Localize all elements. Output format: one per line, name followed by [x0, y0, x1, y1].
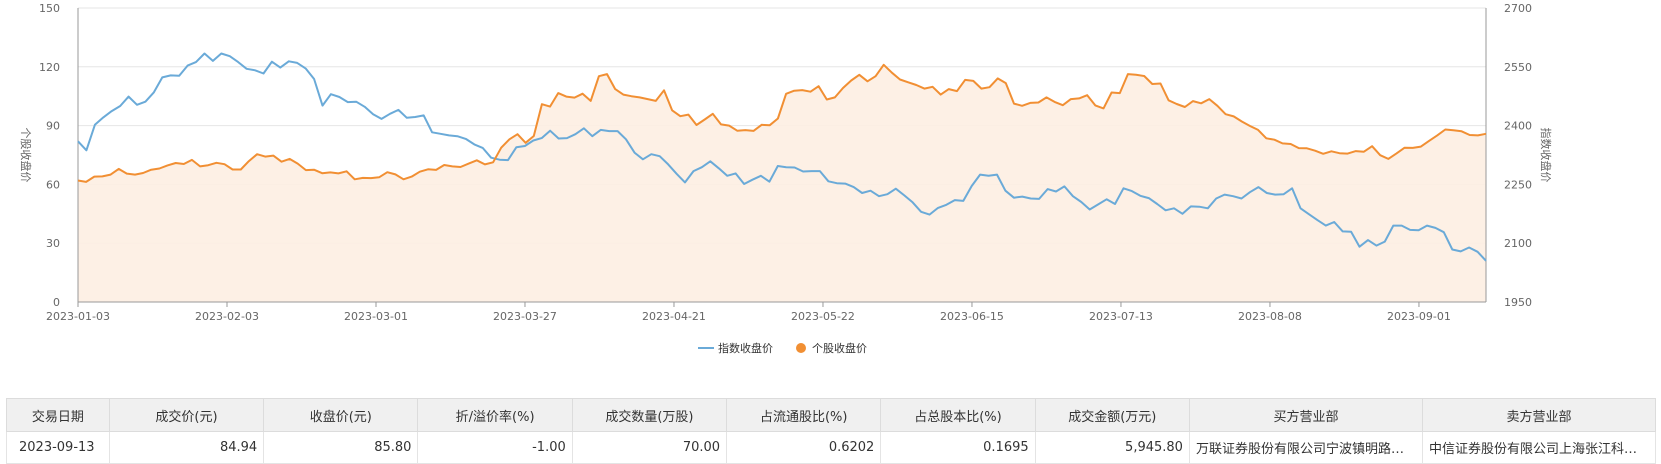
cell-seller-branch[interactable]: 中信证券股份有限公司上海张江科学城证券营业部 — [1421, 431, 1657, 464]
index-close-line — [77, 52, 1487, 262]
dual-axis-line-chart: 0 30 60 90 120 150 1950 2100 2250 2400 2550 2700 个股收… — [19, 2, 1553, 355]
right-tick-label: 2550 — [1504, 61, 1532, 74]
cell-float-ratio: 0.6202 — [726, 431, 882, 464]
col-trade-date[interactable]: 交易日期 — [6, 398, 110, 432]
stock-area-fill — [78, 64, 1486, 302]
legend-stock-label[interactable]: 个股收盘价 — [812, 341, 867, 355]
cell-amount: 5,945.80 — [1034, 431, 1190, 464]
col-total-ratio[interactable]: 占总股本比(%) — [880, 398, 1036, 432]
col-deal-price[interactable]: 成交价(元) — [108, 398, 265, 432]
cell-trade-date: 2023-09-13 — [6, 431, 110, 464]
x-tick-label: 2023-07-13 — [1089, 310, 1153, 323]
col-volume[interactable]: 成交数量(万股) — [571, 398, 728, 432]
cell-buyer-branch[interactable]: 万联证券股份有限公司宁波镇明路证券营业部 — [1188, 431, 1423, 464]
cell-close-price: 85.80 — [263, 431, 419, 464]
col-seller-branch[interactable]: 卖方营业部 — [1421, 398, 1657, 432]
left-tick-label: 30 — [46, 237, 60, 250]
left-tick-label: 90 — [46, 120, 60, 133]
cell-deal-price: 84.94 — [108, 431, 265, 464]
chart-area: 0 30 60 90 120 150 1950 2100 2250 2400 2550 2700 个股收… — [19, 2, 1553, 355]
left-tick-label: 150 — [39, 2, 60, 15]
axis-layer — [77, 8, 1487, 307]
series-layer — [77, 52, 1487, 262]
right-tick-label: 1950 — [1504, 296, 1532, 309]
col-buyer-branch[interactable]: 买方营业部 — [1188, 398, 1423, 432]
col-premium-rate[interactable]: 折/溢价率(%) — [417, 398, 573, 432]
area-layer — [78, 64, 1486, 302]
right-tick-label: 2100 — [1504, 237, 1532, 250]
x-tick-label: 2023-06-15 — [940, 310, 1004, 323]
table-header-row: 交易日期 成交价(元) 收盘价(元) 折/溢价率(%) 成交数量(万股) 占流通… — [6, 398, 1657, 432]
right-axis-title: 指数收盘价 — [1539, 128, 1553, 183]
left-tick-label: 0 — [53, 296, 60, 309]
legend[interactable]: 指数收盘价 个股收盘价 — [698, 341, 867, 355]
x-tick-label: 2023-03-27 — [493, 310, 557, 323]
label-layer: 0 30 60 90 120 150 1950 2100 2250 2400 2550 2700 个股收… — [19, 2, 1553, 323]
left-tick-label: 60 — [46, 178, 60, 191]
legend-stock-marker[interactable] — [796, 343, 806, 353]
x-tick-label: 2023-09-01 — [1387, 310, 1451, 323]
right-tick-label: 2700 — [1504, 2, 1532, 15]
left-tick-label: 120 — [39, 61, 60, 74]
x-tick-label: 2023-05-22 — [791, 310, 855, 323]
right-tick-label: 2250 — [1504, 178, 1532, 191]
right-tick-label: 2400 — [1504, 120, 1532, 133]
block-trade-table: 交易日期 成交价(元) 收盘价(元) 折/溢价率(%) 成交数量(万股) 占流通… — [6, 398, 1657, 464]
col-amount[interactable]: 成交金额(万元) — [1034, 398, 1190, 432]
x-tick-label: 2023-02-03 — [195, 310, 259, 323]
x-tick-label: 2023-03-01 — [344, 310, 408, 323]
legend-index-label[interactable]: 指数收盘价 — [718, 341, 773, 355]
x-tick-label: 2023-08-08 — [1238, 310, 1302, 323]
cell-volume: 70.00 — [571, 431, 728, 464]
stock-close-line — [77, 63, 1487, 183]
cell-premium-rate: -1.00 — [417, 431, 573, 464]
x-tick-label: 2023-01-03 — [46, 310, 110, 323]
col-close-price[interactable]: 收盘价(元) — [263, 398, 419, 432]
col-float-ratio[interactable]: 占流通股比(%) — [726, 398, 882, 432]
cell-total-ratio: 0.1695 — [880, 431, 1036, 464]
table-row: 2023-09-13 84.94 85.80 -1.00 70.00 0.620… — [6, 431, 1657, 464]
x-tick-label: 2023-04-21 — [642, 310, 706, 323]
left-axis-title: 个股收盘价 — [19, 128, 33, 183]
